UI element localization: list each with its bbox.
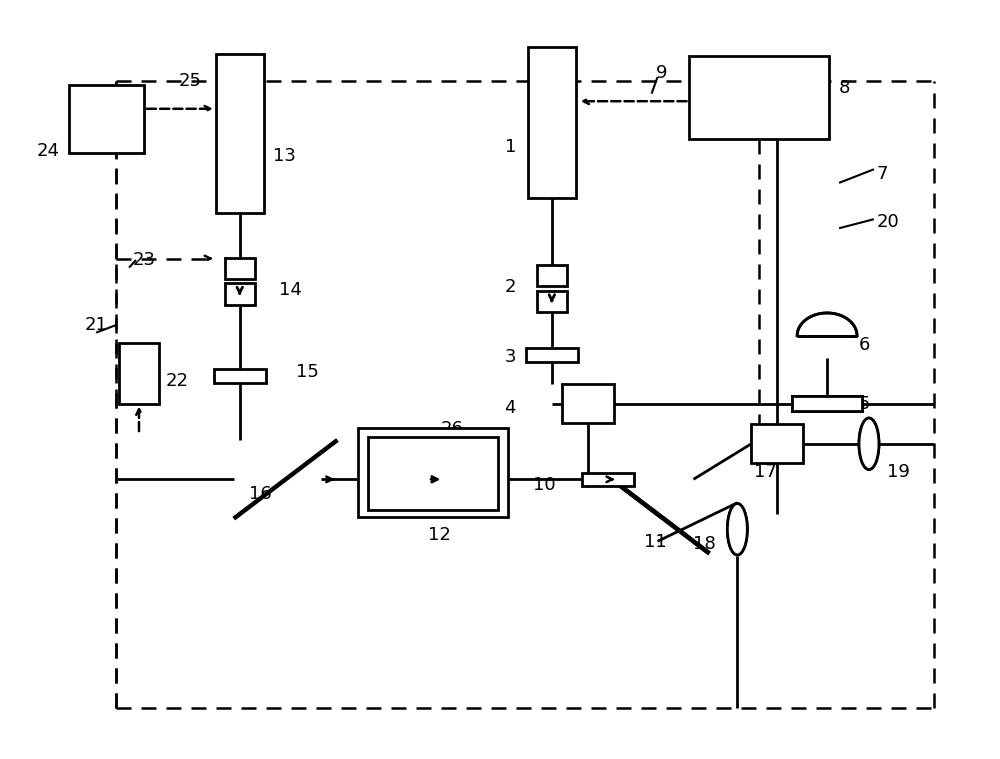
Text: 5: 5	[859, 395, 870, 413]
Text: 11: 11	[644, 533, 666, 551]
Text: 8: 8	[839, 80, 850, 97]
Bar	[689, 56, 829, 139]
Text: 9: 9	[656, 65, 667, 82]
Text: 19: 19	[887, 463, 910, 480]
Text: 24: 24	[36, 142, 59, 160]
Text: 12: 12	[428, 525, 451, 543]
Text: 26: 26	[440, 420, 463, 438]
Bar	[526, 348, 578, 362]
Text: 7: 7	[877, 165, 888, 183]
Text: 13: 13	[273, 147, 296, 165]
Text: 6: 6	[859, 336, 870, 354]
Bar	[582, 473, 634, 486]
Bar	[751, 424, 803, 464]
Text: 16: 16	[249, 486, 271, 503]
Bar	[792, 396, 862, 411]
Bar	[214, 369, 266, 383]
Text: 21: 21	[84, 316, 107, 334]
Bar	[537, 266, 567, 286]
Ellipse shape	[859, 418, 879, 470]
Bar	[225, 258, 255, 279]
Text: 3: 3	[504, 348, 516, 366]
Text: 22: 22	[166, 372, 189, 390]
Bar	[562, 384, 614, 424]
Bar	[528, 47, 576, 198]
Text: 14: 14	[279, 282, 301, 299]
Ellipse shape	[727, 503, 747, 555]
Text: 18: 18	[693, 535, 716, 553]
Bar	[358, 428, 508, 517]
Text: 17: 17	[754, 463, 777, 480]
Ellipse shape	[859, 418, 879, 470]
Text: 23: 23	[133, 251, 156, 269]
Bar	[216, 55, 264, 213]
Bar	[792, 396, 862, 411]
Text: 1: 1	[505, 137, 516, 156]
Bar	[537, 291, 567, 312]
Text: 25: 25	[179, 72, 202, 90]
Bar	[225, 283, 255, 304]
Bar	[792, 396, 862, 411]
Text: 10: 10	[533, 477, 556, 494]
Ellipse shape	[727, 503, 747, 555]
Bar	[368, 437, 498, 509]
Text: 2: 2	[504, 279, 516, 296]
Bar	[69, 84, 144, 153]
Text: 15: 15	[296, 363, 318, 381]
Text: 20: 20	[877, 213, 900, 231]
Bar	[119, 343, 159, 404]
Text: 4: 4	[504, 399, 516, 417]
